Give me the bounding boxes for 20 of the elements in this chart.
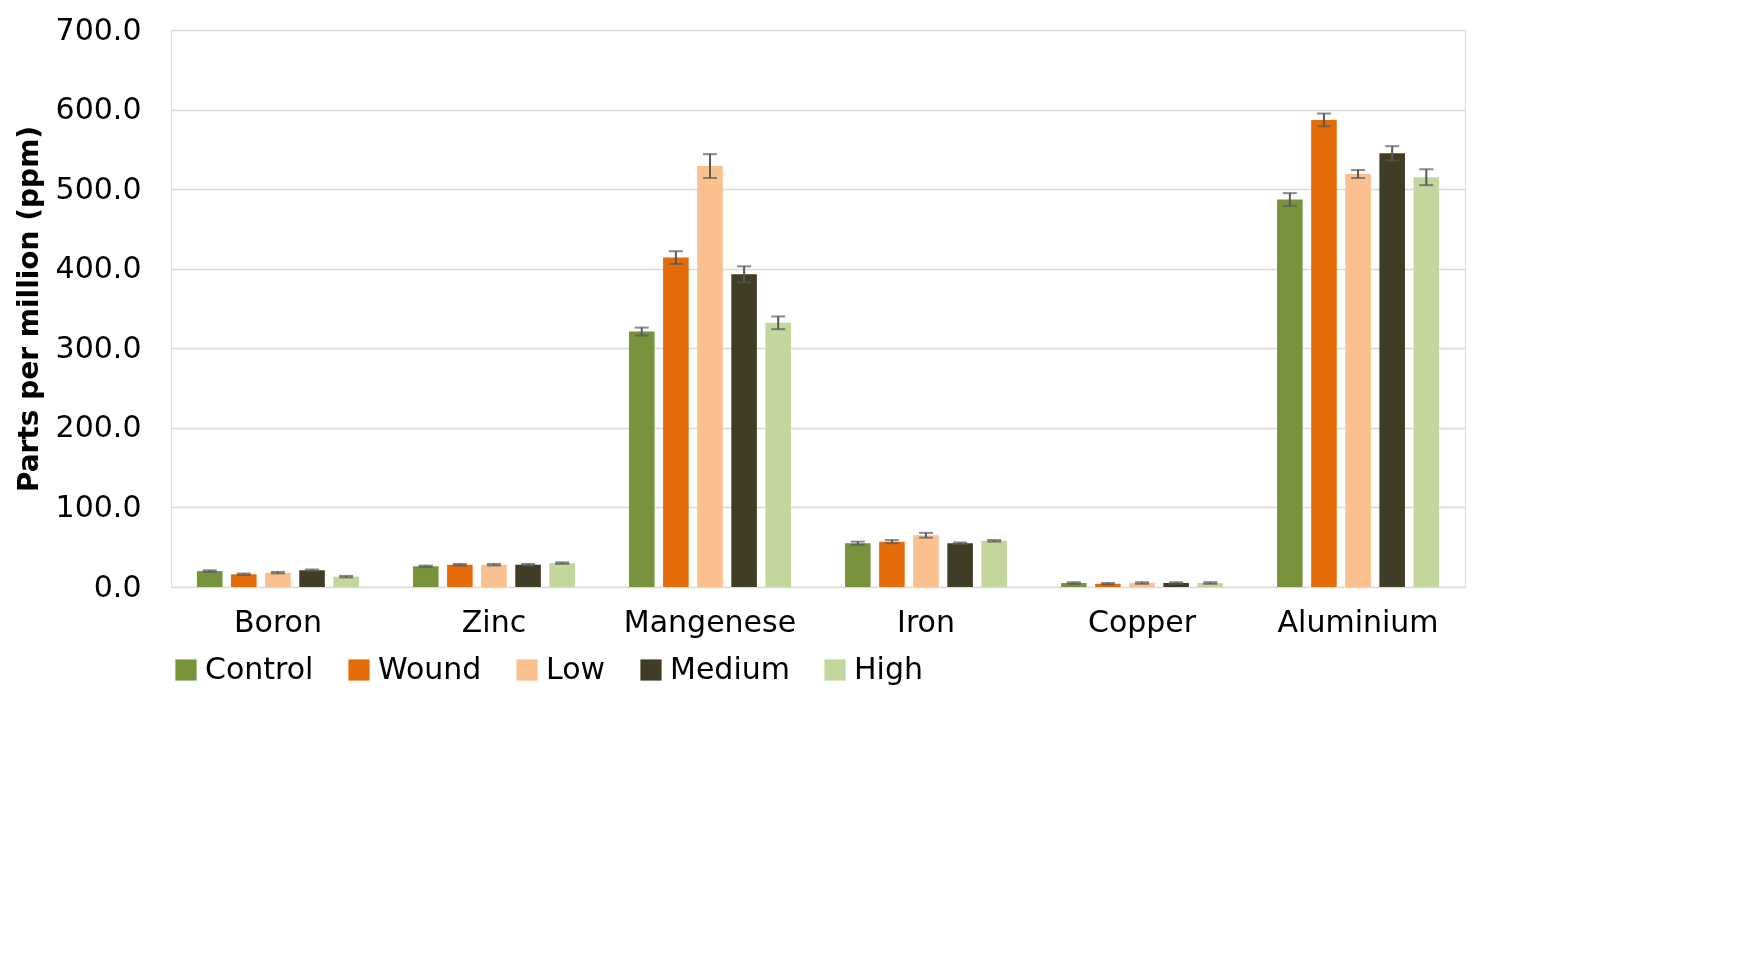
x-tick-label: Copper: [1087, 603, 1197, 639]
legend-label: Low: [546, 651, 606, 686]
y-tick-label: 500.0: [55, 170, 142, 206]
y-tick-label: 400.0: [55, 250, 142, 286]
y-tick-label: 300.0: [55, 329, 142, 365]
x-tick-label: Boron: [233, 603, 322, 639]
x-tick-label: Mangenese: [623, 603, 797, 639]
legend-label: Control: [205, 651, 314, 686]
y-tick-label: 600.0: [55, 91, 142, 127]
y-axis-title: Parts per million (ppm): [11, 125, 45, 493]
y-tick-label: 200.0: [55, 409, 142, 445]
legend-label: Wound: [378, 651, 482, 686]
x-tick-label: Aluminium: [1277, 603, 1439, 639]
x-tick-label: Iron: [897, 603, 955, 639]
legend-label: Medium: [670, 651, 790, 686]
y-tick-label: 700.0: [55, 11, 142, 47]
x-tick-label: Zinc: [461, 603, 527, 639]
y-tick-label: 100.0: [55, 488, 142, 524]
y-tick-label: 0.0: [93, 568, 142, 604]
legend-label: High: [854, 651, 923, 686]
